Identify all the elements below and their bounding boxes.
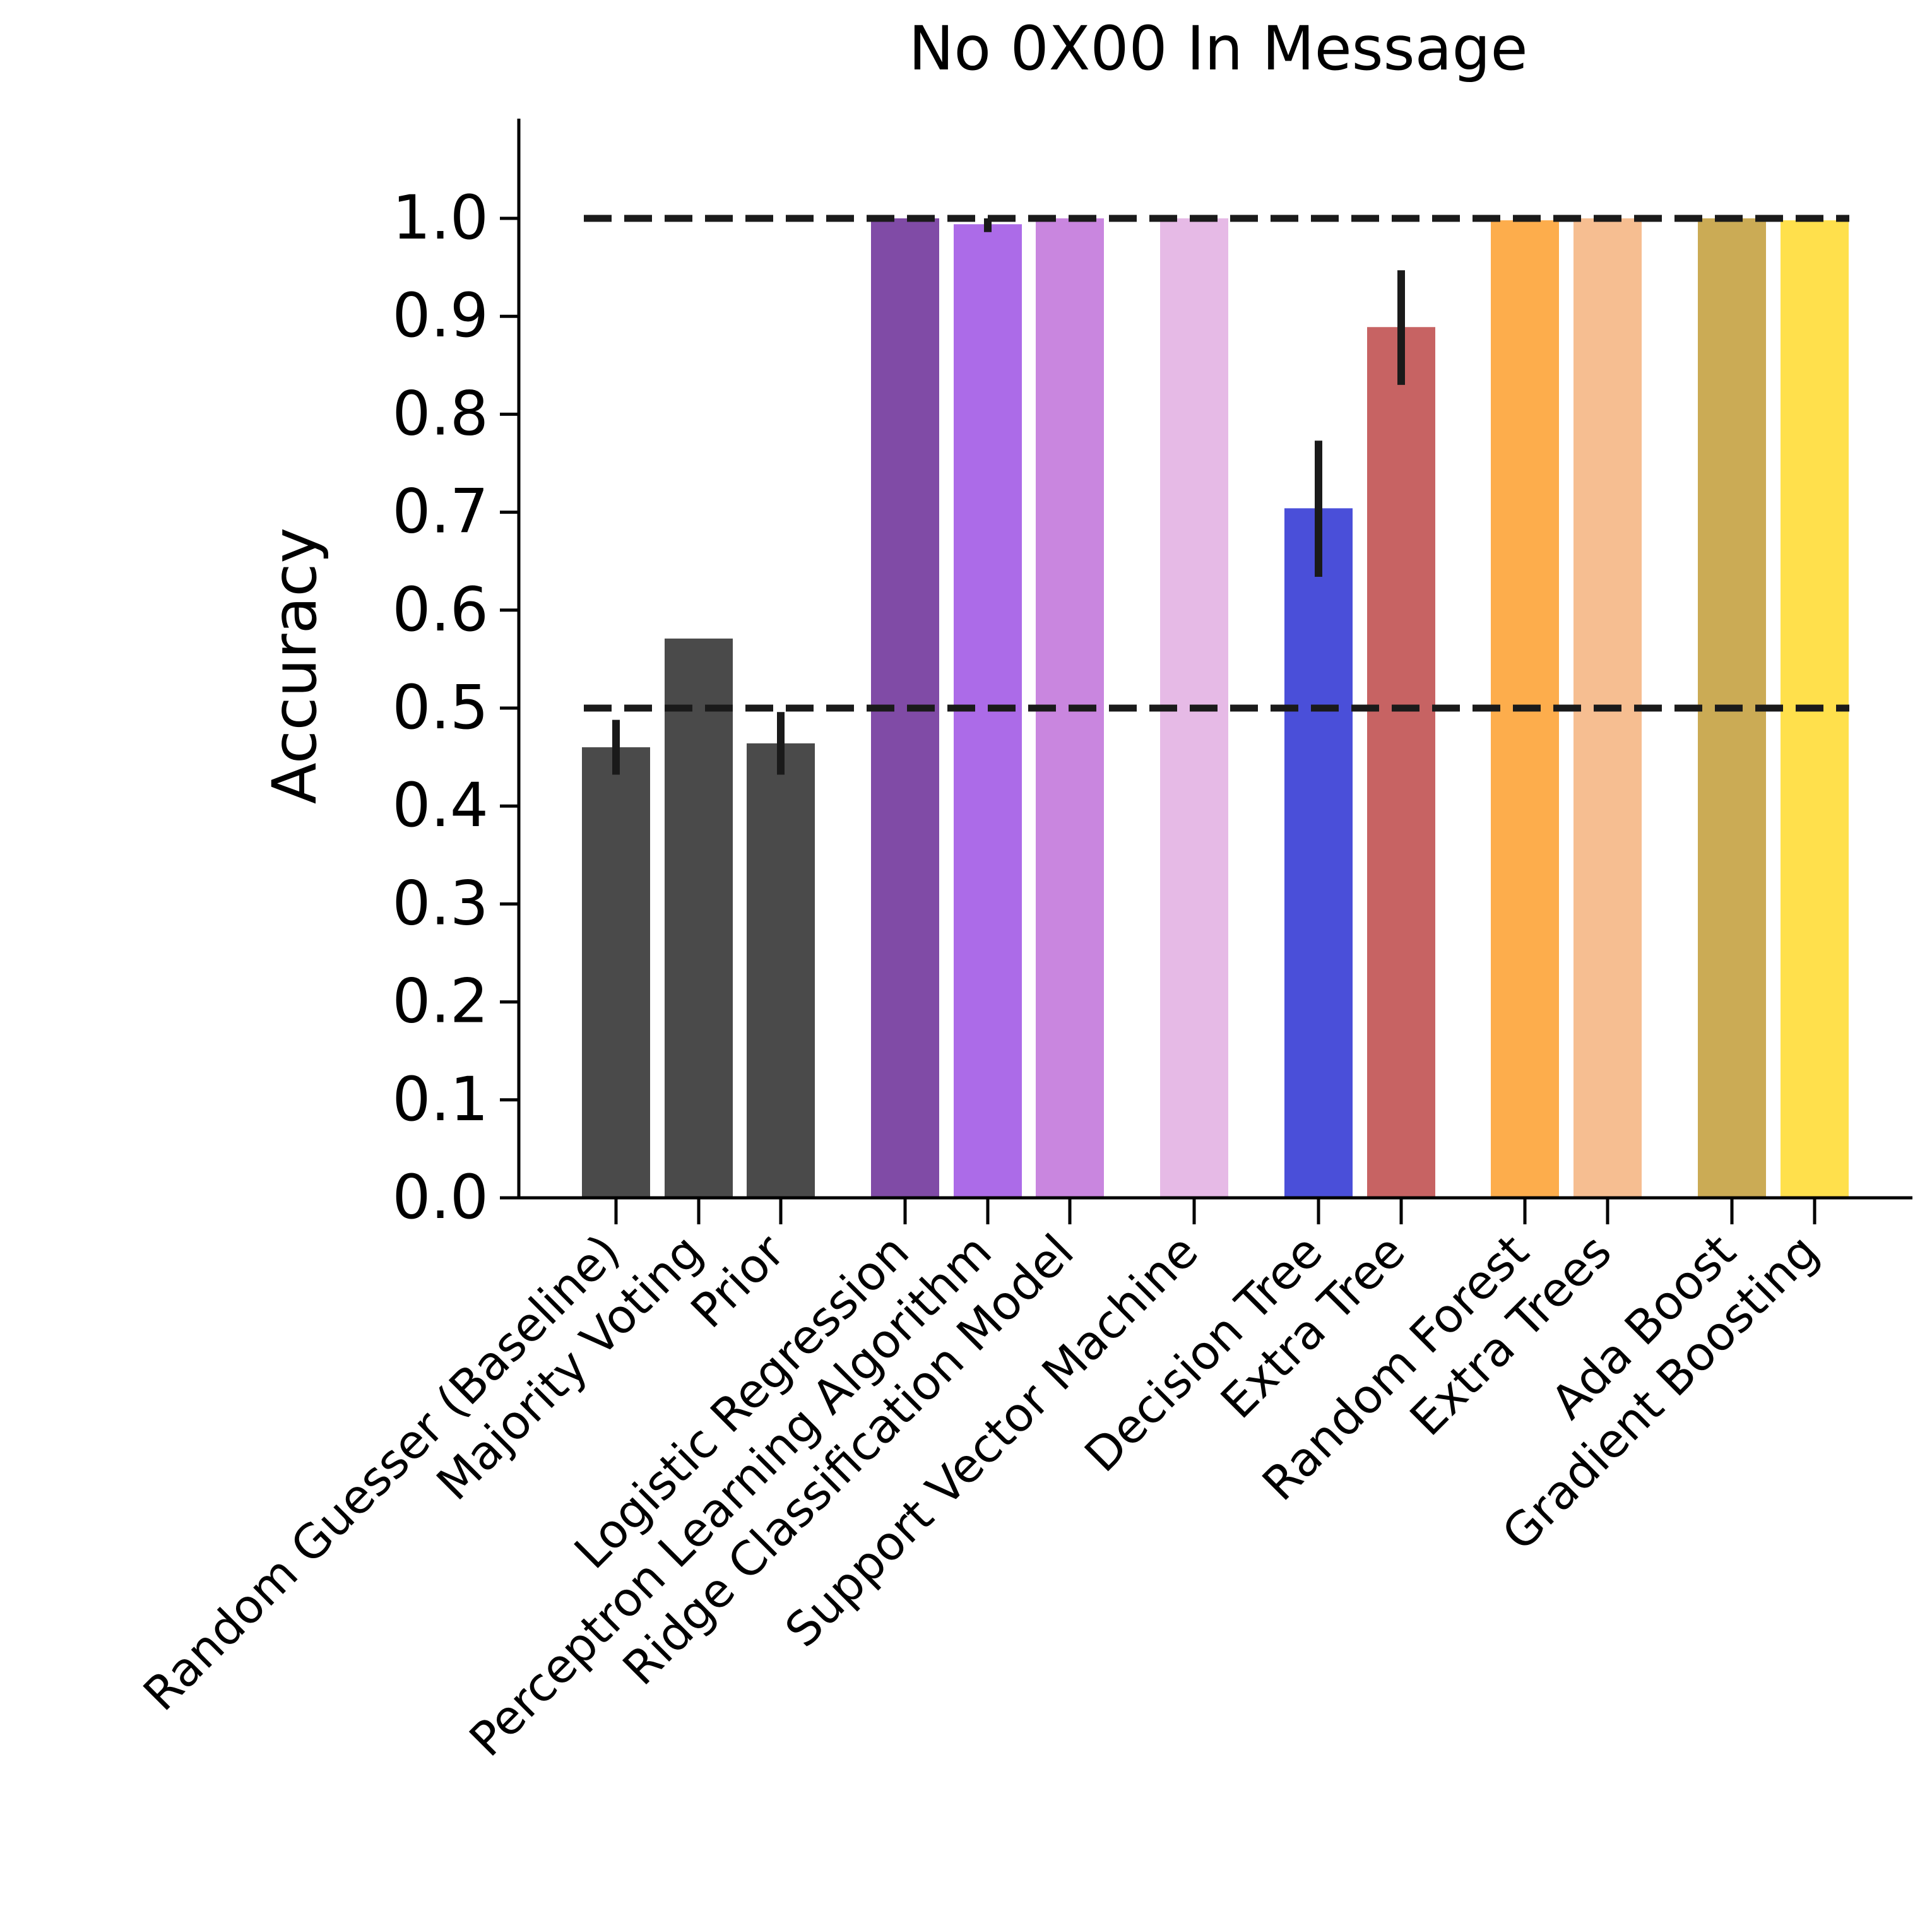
reference-lines-group [584,215,1849,712]
y-tick-label: 0.3 [392,868,489,938]
y-tick-label: 0.8 [392,378,489,449]
y-tick-label: 0.6 [392,574,489,645]
error-bars-group [612,218,1405,775]
bar [747,743,815,1198]
axes-group [517,119,1912,1200]
y-tick-label: 0.1 [392,1064,489,1135]
y-tick-label: 1.0 [392,182,489,253]
bar [1284,508,1353,1198]
x-tick-label: Prior [681,1224,795,1339]
bar [1367,327,1435,1198]
y-axis-ticks: 0.0 0.1 0.2 0.3 0.4 0.5 0.6 0.7 0.8 0.9 1.0 [392,182,519,1233]
bar [665,638,733,1198]
y-tick-label: 0.5 [392,672,489,743]
y-tick-label: 0.7 [392,476,489,547]
y-tick-label: 0.9 [392,280,489,351]
x-axis-ticks: Random Guesser (Baseline)Majority Voting… [133,1198,1829,1767]
bar [582,747,650,1198]
y-tick-label: 0.4 [392,770,489,841]
y-axis-label: Accuracy [259,528,330,804]
chart-title: No 0X00 In Message [909,13,1528,84]
y-tick-label: 0.0 [392,1162,489,1233]
y-tick-label: 0.2 [392,966,489,1037]
